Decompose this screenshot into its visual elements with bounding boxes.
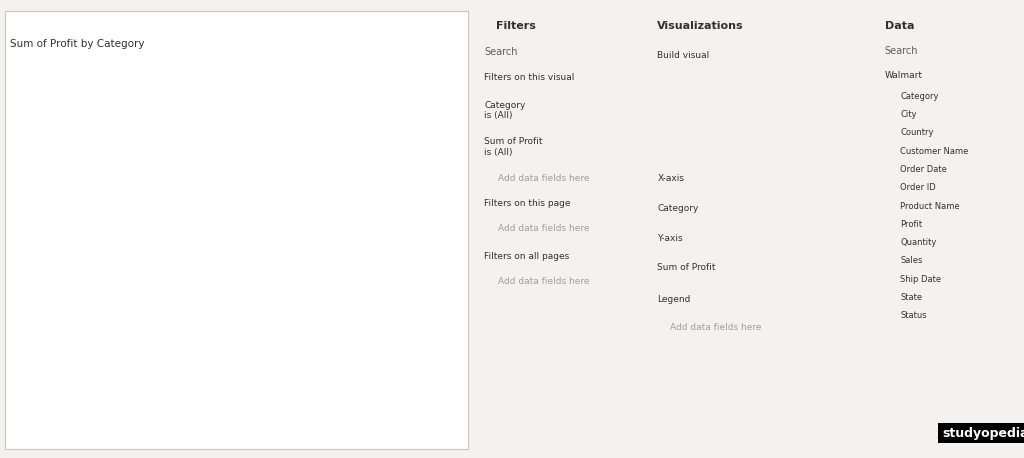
Text: Filters: Filters [496, 21, 536, 31]
Bar [390, 357, 404, 361]
Bar [193, 248, 207, 357]
Text: Customer Name: Customer Name [900, 147, 969, 156]
X-axis label: Category: Category [223, 439, 264, 448]
Bar [302, 332, 316, 357]
Text: City: City [900, 110, 916, 119]
Text: Order ID: Order ID [900, 183, 936, 192]
Text: Filters on all pages: Filters on all pages [484, 252, 569, 261]
Text: Sum of Profit: Sum of Profit [657, 263, 716, 273]
Text: Legend: Legend [657, 295, 691, 305]
Text: Walmart: Walmart [885, 71, 923, 80]
Text: Search: Search [885, 46, 919, 56]
Bar [346, 343, 360, 357]
Text: Profit: Profit [900, 220, 923, 229]
Bar [148, 235, 163, 357]
Text: Visualizations: Visualizations [657, 21, 744, 31]
Bar [215, 256, 229, 357]
Bar [325, 337, 339, 357]
Bar [412, 357, 426, 373]
Bar [258, 325, 272, 357]
Bar [237, 300, 251, 357]
Text: Y-axis: Y-axis [657, 234, 683, 243]
Text: Sales: Sales [900, 256, 923, 266]
Text: Country: Country [900, 128, 934, 137]
Text: Data: Data [885, 21, 914, 31]
Text: Status: Status [900, 311, 927, 321]
Text: studyopedia: studyopedia [942, 427, 1024, 440]
Text: Sum of Profit
is (All): Sum of Profit is (All) [484, 137, 543, 157]
Text: Order Date: Order Date [900, 165, 947, 174]
Bar [281, 326, 295, 357]
Text: Sum of Profit by Category: Sum of Profit by Category [10, 39, 144, 49]
Text: Add data fields here: Add data fields here [498, 277, 589, 286]
Bar [171, 242, 185, 357]
Text: Quantity: Quantity [900, 238, 937, 247]
Text: X-axis: X-axis [657, 174, 684, 183]
Bar [105, 138, 120, 357]
Text: Product Name: Product Name [900, 202, 959, 211]
Text: Filters on this visual: Filters on this visual [484, 73, 574, 82]
Text: Category: Category [657, 204, 698, 213]
Text: Build visual: Build visual [657, 51, 710, 60]
Bar [368, 349, 382, 357]
Bar [127, 194, 141, 357]
Text: Search: Search [484, 47, 518, 57]
Bar [61, 99, 76, 357]
Text: Category: Category [900, 92, 939, 101]
Bar [83, 131, 97, 357]
Text: Add data fields here: Add data fields here [498, 174, 589, 183]
Text: Filters on this page: Filters on this page [484, 199, 570, 208]
Text: Add data fields here: Add data fields here [498, 224, 589, 234]
Text: Add data fields here: Add data fields here [670, 323, 761, 332]
Text: Ship Date: Ship Date [900, 275, 941, 284]
Text: Category
is (All): Category is (All) [484, 101, 525, 120]
Y-axis label: Sum of Profit: Sum of Profit [6, 201, 15, 259]
Text: State: State [900, 293, 923, 302]
